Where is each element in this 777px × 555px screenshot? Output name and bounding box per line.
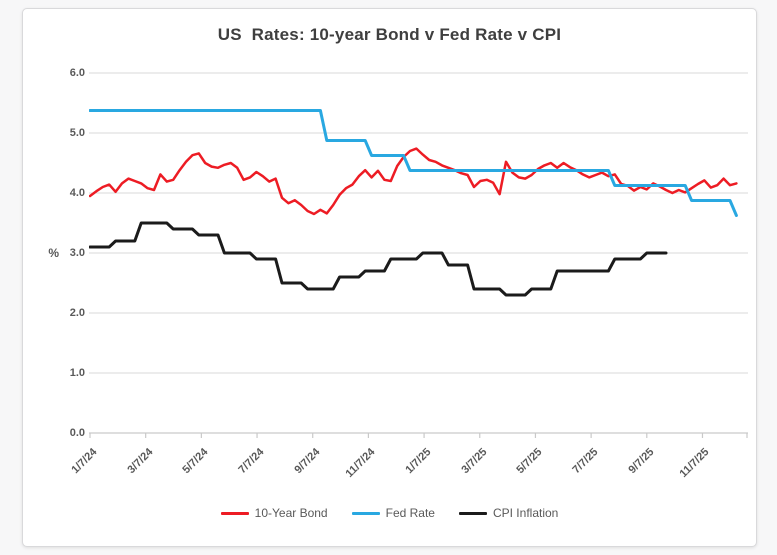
legend-item-fed-rate: Fed Rate [351,506,435,520]
chart-legend: 10-Year Bond Fed Rate CPI Inflation [23,506,756,520]
x-axis-tick-label: 11/7/24 [343,446,378,481]
x-axis-tick-label: 7/7/24 [236,446,267,477]
series-line-fed-rate [89,109,738,217]
y-axis-tick-label: 2.0 [69,307,85,319]
x-axis-tick-label: 3/7/25 [459,446,490,477]
series-line-cpi-inflation [89,221,668,297]
x-axis-tick-label: 11/7/25 [677,446,712,481]
legend-item-10-year-bond: 10-Year Bond [220,506,328,520]
y-axis-tick-label: 3.0 [69,247,85,259]
y-axis-tick-label: 6.0 [69,67,85,79]
legend-line-swatch [458,511,487,515]
legend-item-cpi-inflation: CPI Inflation [458,506,559,520]
x-axis-tick-label: 9/7/24 [292,446,323,477]
series-line-10-year-bond [89,147,738,216]
chart-title: US Rates: 10-year Bond v Fed Rate v CPI [217,25,562,44]
y-axis-unit-label: % [48,246,59,260]
x-axis-tick-label: 1/7/25 [403,446,434,477]
y-axis-tick-label: 5.0 [69,127,85,139]
x-axis-tick-label: 5/7/25 [514,446,545,477]
legend-line-swatch [351,511,380,515]
legend-label: Fed Rate [385,506,435,520]
chart-card: US Rates: 10-year Bond v Fed Rate v CPI … [22,8,757,547]
x-axis-tick-label: 7/7/25 [570,446,601,477]
legend-label: CPI Inflation [492,506,559,520]
y-axis-tick-label: 0.0 [69,427,85,439]
x-axis-tick-label: 9/7/25 [626,446,657,477]
plot-area [89,72,748,438]
legend-line-swatch [220,511,249,515]
y-axis-tick-label: 4.0 [69,187,85,199]
x-axis-tick-label: 5/7/24 [180,446,211,477]
legend-label: 10-Year Bond [254,506,328,520]
x-axis-tick-label: 1/7/24 [69,446,100,477]
x-axis-tick-label: 3/7/24 [125,446,156,477]
y-axis-tick-label: 1.0 [69,367,85,379]
